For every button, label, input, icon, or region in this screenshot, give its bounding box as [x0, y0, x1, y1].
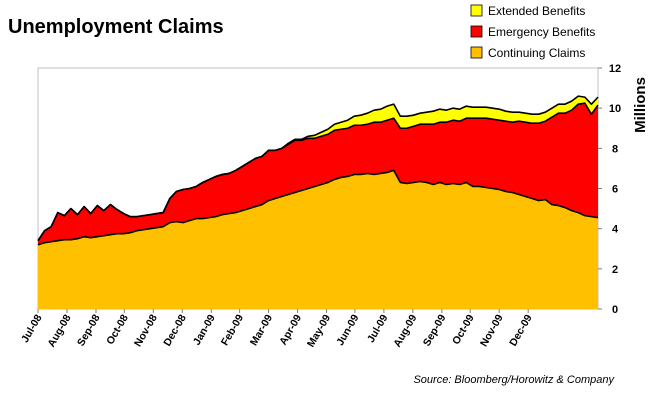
- stacked-areas: [37, 95, 599, 309]
- legend-label-emergency-benefits: Emergency Benefits: [488, 25, 595, 39]
- legend-swatch-continuing-claims: [470, 46, 483, 59]
- x-tick-label: Oct-08: [104, 312, 131, 346]
- area-emergency-benefits: [38, 103, 598, 245]
- x-tick-label: Feb-09: [219, 312, 246, 347]
- y-axis-label: Millions: [632, 77, 649, 133]
- legend-swatch-emergency-benefits: [470, 25, 483, 38]
- x-tick-label: Jan-09: [191, 312, 218, 347]
- legend-swatch-extended-benefits: [470, 4, 483, 17]
- y-tick-label: 6: [612, 184, 618, 196]
- x-tick-label: Dec-09: [507, 312, 535, 348]
- x-tick-label: Aug-09: [391, 312, 419, 349]
- x-tick-label: Oct-09: [450, 312, 477, 346]
- legend-label-extended-benefits: Extended Benefits: [488, 4, 585, 18]
- y-tick-label: 0: [612, 304, 618, 316]
- x-tick-label: Jul-09: [365, 312, 391, 344]
- y-tick-label: 12: [609, 63, 621, 75]
- chart-title: Unemployment Claims: [8, 16, 224, 38]
- y-tick-label: 4: [612, 224, 619, 236]
- x-tick-label: Nov-09: [478, 312, 506, 348]
- x-tick-label: Aug-08: [45, 312, 73, 349]
- y-axis-ticks: 0 2 4 6 8 10 12: [598, 63, 621, 316]
- legend-label-continuing-claims: Continuing Claims: [488, 46, 585, 60]
- x-tick-label: Apr-09: [277, 312, 304, 347]
- area-continuing-claims: [38, 170, 598, 309]
- y-tick-label: 8: [612, 143, 618, 155]
- x-tick-label: Jul-08: [19, 312, 45, 344]
- x-tick-label: Sep-09: [421, 312, 449, 348]
- x-tick-label: Sep-08: [75, 312, 103, 348]
- x-tick-label: Jun-09: [334, 312, 361, 347]
- x-tick-label: Mar-09: [248, 312, 275, 347]
- series-line-continuing-claims: [37, 169, 599, 246]
- x-tick-label: May-09: [305, 312, 333, 349]
- x-tick-label: Dec-08: [161, 312, 189, 348]
- y-tick-label: 10: [609, 103, 621, 115]
- source-note: Source: Bloomberg/Horowitz & Company: [413, 374, 615, 386]
- series-line-extended-benefits: [37, 95, 599, 242]
- y-tick-label: 2: [612, 264, 618, 276]
- x-axis-ticks: Jul-08 Aug-08 Sep-08 Oct-08 Nov-08 Dec-08 Jan-…: [19, 309, 535, 349]
- x-tick-label: Nov-08: [132, 312, 160, 348]
- legend: Extended Benefits Emergency Benefits Con…: [470, 4, 595, 60]
